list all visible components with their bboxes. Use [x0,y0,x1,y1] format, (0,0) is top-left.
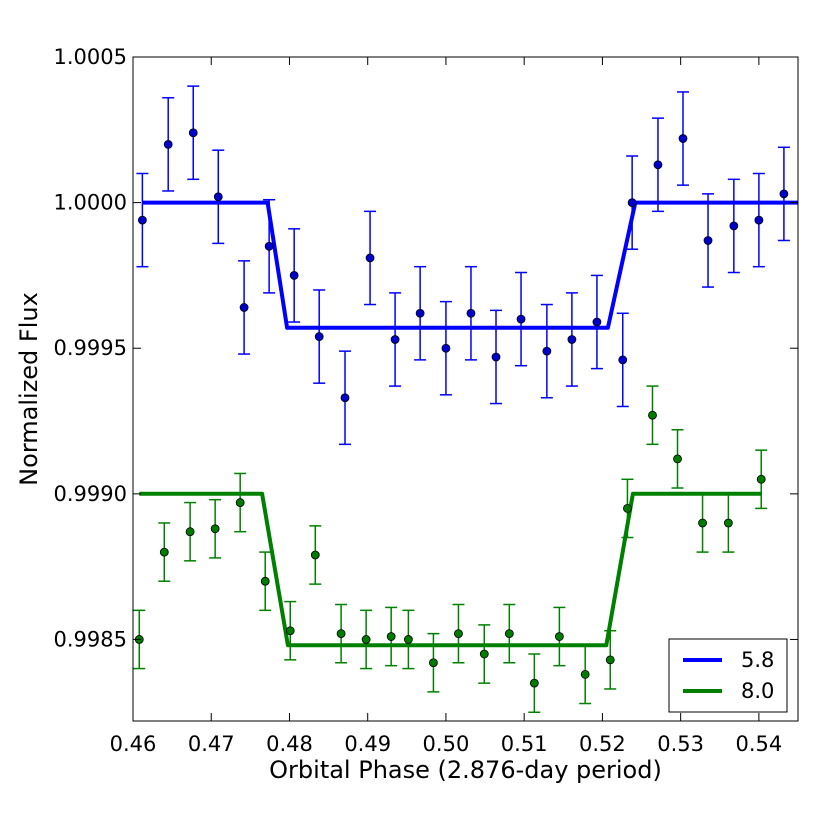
data-point [188,128,198,138]
y-tick-label: 0.9990 [54,482,127,506]
data-point [429,658,438,668]
data-point [365,253,375,263]
data-point [673,454,682,464]
data-point [239,303,249,312]
data-point [779,189,789,199]
data-point [698,518,707,528]
data-point [723,518,733,528]
x-tick-label: 0.50 [423,732,470,756]
y-tick-label: 0.9995 [54,336,127,360]
data-point [618,355,628,365]
data-point [163,139,173,149]
data-point [210,524,220,534]
data-point [542,346,552,356]
data-point [403,635,413,644]
data-point [361,635,371,644]
series-layer [133,85,798,714]
x-tick-label: 0.46 [110,732,157,756]
data-point [386,632,396,641]
plot-frame [132,56,799,722]
model-line [142,200,798,330]
data-point [314,332,324,341]
data-point [340,393,350,403]
data-point [554,632,564,641]
data-point [260,576,270,586]
data-point [729,221,739,231]
data-point [213,192,223,202]
data-point [703,236,713,245]
y-axis-label: Normalized Flux [15,292,43,486]
data-point [678,134,688,143]
data-point [592,317,602,327]
x-tick-label: 0.49 [344,732,391,756]
data-point [627,198,637,208]
legend-frame [668,638,788,713]
data-point [580,670,590,679]
ticks-layer: 0.46 0.47 0.48 0.49 0.50 0.51 0.52 0.53 0.54 0.99… [54,45,798,756]
data-point [159,547,169,557]
legend: 5.8 8.0 [668,638,788,713]
data-point [653,160,663,170]
data-point [756,474,766,484]
data-point [310,550,320,560]
data-point [754,215,764,225]
data-point [529,678,539,688]
data-point [623,504,632,513]
data-point [441,343,451,353]
series-5-8 [136,85,798,446]
x-tick-label: 0.52 [579,732,626,756]
data-point [504,629,514,639]
plot-background [133,57,798,721]
x-tick-label: 0.53 [657,732,704,756]
x-tick-label: 0.54 [735,732,782,756]
model-line [139,491,762,648]
data-point [648,410,657,420]
data-point [466,308,476,318]
y-tick-label: 1.0005 [54,45,127,69]
data-point [454,629,463,639]
x-axis-label: Orbital Phase (2.876-day period) [269,756,662,784]
y-tick-label: 1.0000 [54,191,127,215]
data-point [235,498,245,507]
data-point [567,335,577,344]
data-point [336,629,346,639]
x-tick-label: 0.51 [501,732,548,756]
data-point [415,308,425,318]
data-point [390,335,400,344]
x-tick-label: 0.47 [188,732,235,756]
data-point [479,649,489,659]
data-point [491,352,501,362]
y-tick-label: 0.9985 [54,627,127,651]
data-point [605,655,615,665]
legend-label-8-0: 8.0 [741,679,774,703]
x-tick-label: 0.48 [266,732,313,756]
data-point [285,626,295,636]
data-point [289,271,299,280]
data-point [264,241,274,251]
data-point [137,215,147,225]
legend-label-5-8: 5.8 [741,648,774,672]
data-point [185,527,195,537]
data-point [516,314,526,324]
series-8-0 [133,385,768,714]
